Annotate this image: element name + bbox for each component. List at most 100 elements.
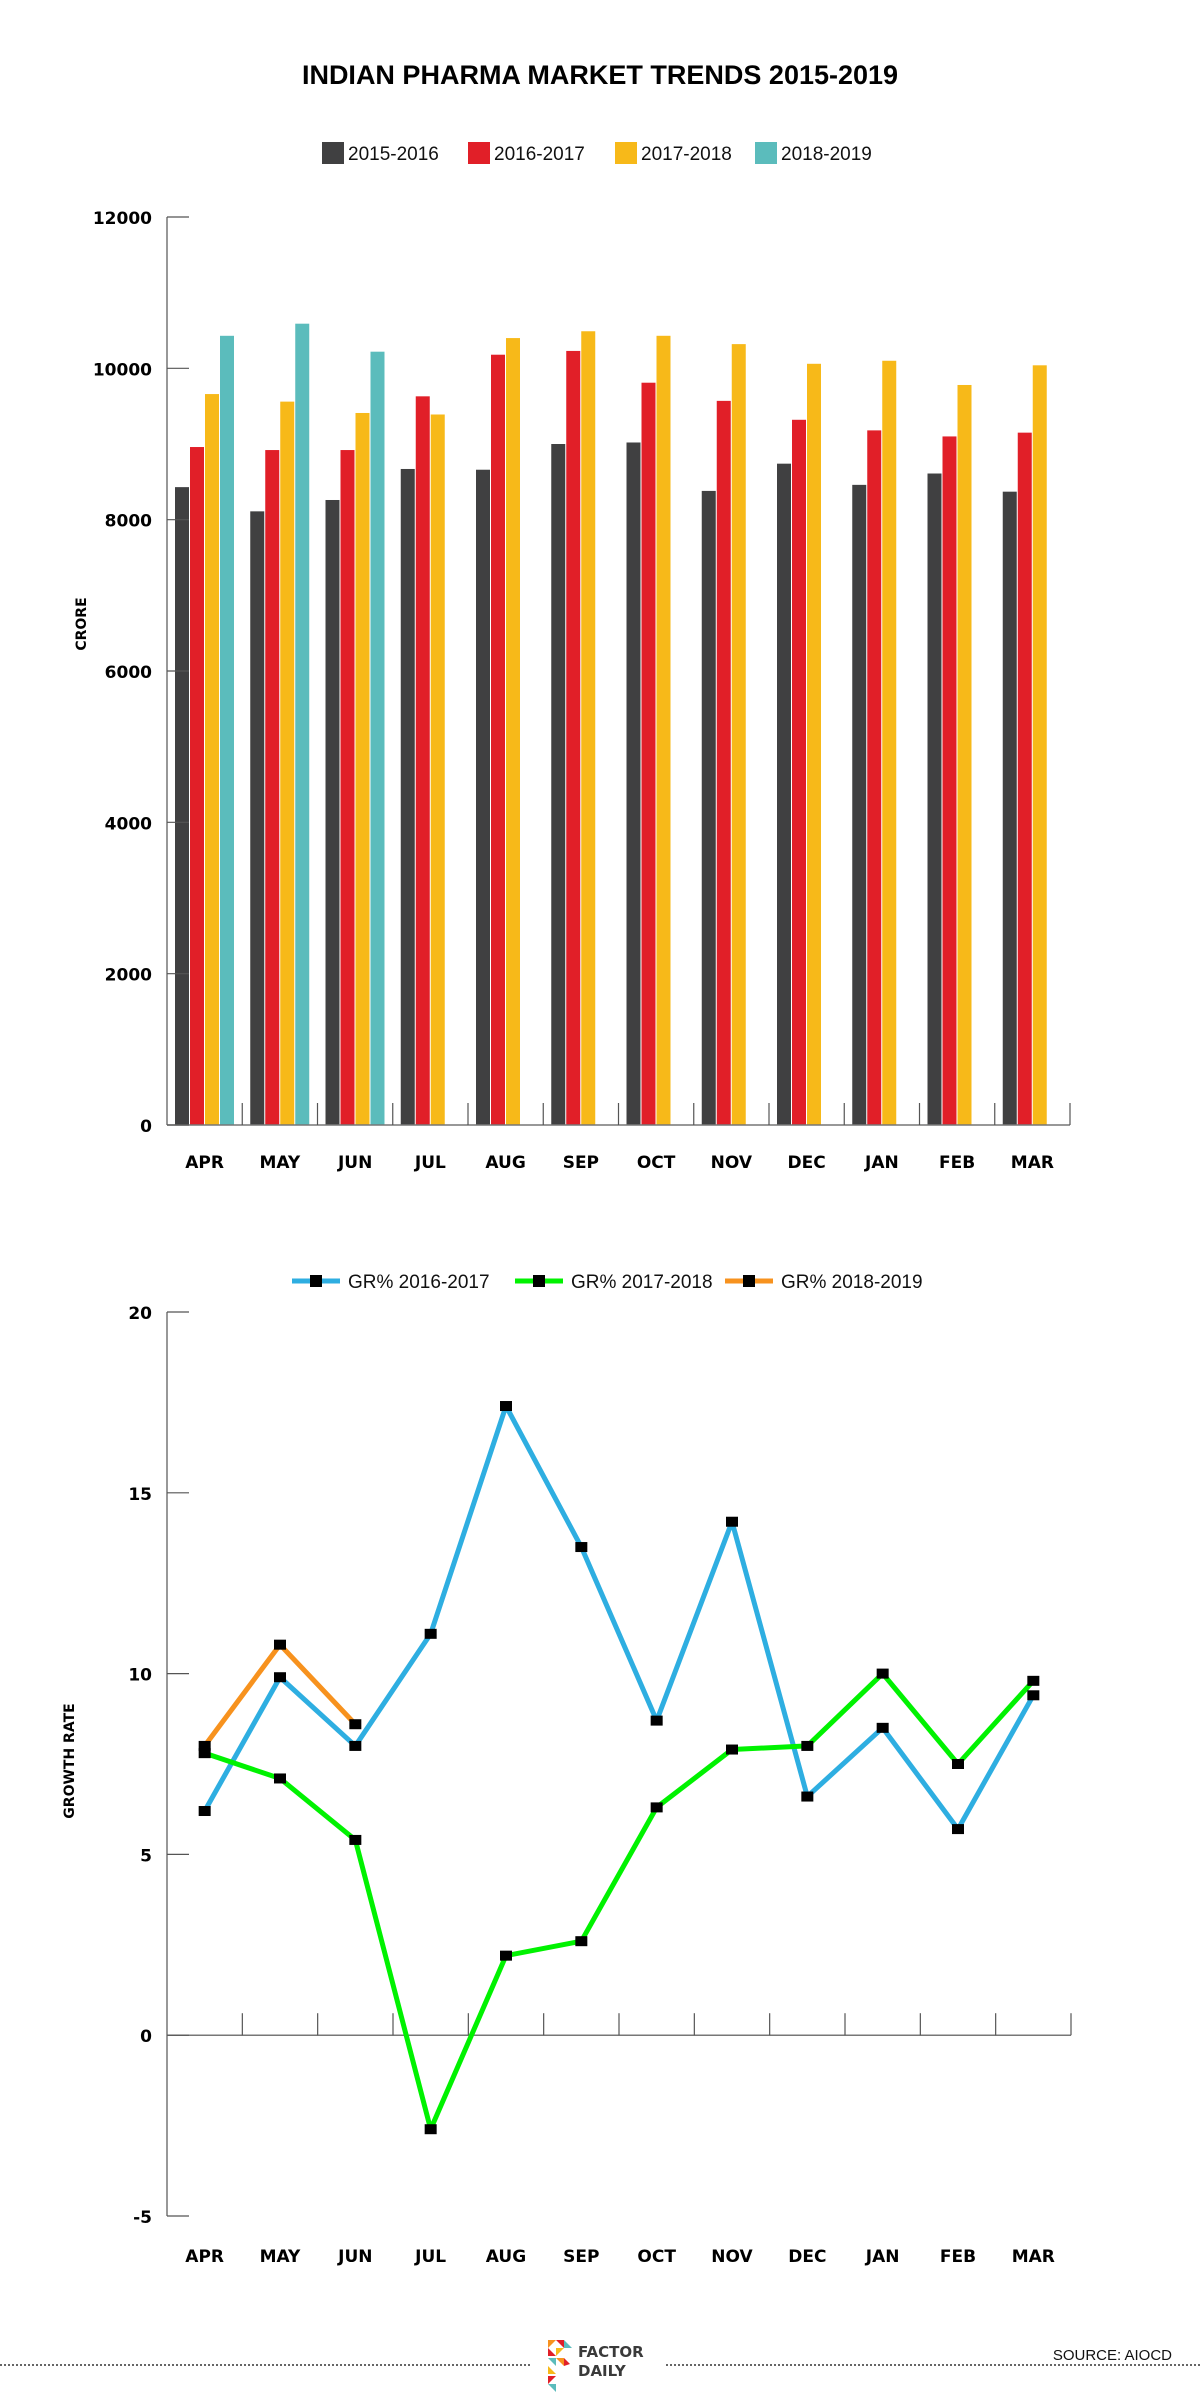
x-tick-label: JUL [414,1153,446,1173]
point-GR% 2016-2017-JUN [349,1740,362,1751]
x-tick-label: NOV [711,1153,753,1173]
legend-swatch-2018-2019 [755,142,777,164]
point-GR% 2018-2019-MAY [274,1639,286,1650]
x-tick-label: MAR [1011,1153,1054,1173]
bar-2016-2017-AUG [491,354,505,1125]
bar-2015-2016-MAY [250,511,265,1125]
x-tick-label: NOV [711,2247,753,2267]
x-tick-label: OCT [637,1153,676,1173]
series-line-GR% 2018-2019 [202,1642,358,1748]
bar-2016-2017-NOV [716,400,731,1125]
bar-2015-2016-SEP [551,444,566,1125]
x-tick-label: JUN [337,2247,372,2267]
y-tick-label: -5 [133,2208,152,2228]
legend-swatch-2017-2018 [615,142,637,164]
bar-2015-2016-APR [175,487,189,1125]
legend-marker-GR% 2018-2019 [743,1275,755,1287]
bar-2016-2017-MAY [265,450,280,1125]
bar-2015-2016-NOV [701,490,716,1125]
bar-2016-2017-DEC [792,419,806,1126]
x-tick-label: JAN [864,1153,899,1173]
bar-2016-2017-JAN [867,430,882,1125]
factor-daily-logo-icon [548,2340,572,2392]
point-GR% 2016-2017-DEC [801,1791,814,1802]
point-GR% 2017-2018-JUN [349,1834,362,1845]
legend-label-2018-2019: 2018-2019 [781,144,872,165]
x-tick-label: OCT [637,2247,676,2267]
x-tick-label: MAY [260,2247,301,2267]
bar-2015-2016-MAR [1002,491,1017,1125]
y-tick-label: 12000 [93,209,152,229]
bar-2015-2016-AUG [476,469,490,1125]
point-GR% 2016-2017-AUG [500,1401,512,1412]
bar-2015-2016-JAN [852,484,867,1125]
legend-label-GR% 2017-2018: GR% 2017-2018 [571,1272,713,1293]
point-GR% 2016-2017-JAN [876,1722,889,1733]
point-GR% 2016-2017-MAR [1027,1690,1040,1701]
bar-2016-2017-MAR [1017,432,1032,1125]
bar-chart: 2015-2016 2016-2017 2017-2018 2018-2019 0 200… [74,142,1071,1173]
x-tick-label: FEB [939,1153,975,1173]
bar-2016-2017-OCT [641,382,656,1126]
y-tick-label: 2000 [105,966,152,986]
x-tick-label: APR [185,2247,224,2267]
y-tick-label: 4000 [105,814,152,834]
bar-2016-2017-JUL [415,396,430,1126]
y-tick-label: 15 [128,1485,152,1505]
bar-2016-2017-APR [190,447,204,1125]
point-GR% 2017-2018-SEP [575,1936,588,1947]
legend-label-2016-2017: 2016-2017 [494,144,585,165]
point-GR% 2018-2019-APR [198,1740,211,1751]
y-tick-label: 5 [140,1846,152,1866]
y-tick-label: 0 [140,2027,152,2047]
bar-2017-2018-OCT [656,335,671,1126]
bar-2015-2016-FEB [927,473,942,1125]
y-tick-label: 10000 [93,360,152,380]
point-GR% 2016-2017-NOV [726,1516,738,1527]
legend-marker-GR% 2016-2017 [310,1275,322,1287]
bar-2016-2017-JUN [340,450,355,1125]
x-tick-label: DEC [788,2247,826,2267]
logo-text-daily: DAILY [578,2362,627,2380]
bar-2015-2016-JUN [325,499,340,1125]
point-GR% 2016-2017-SEP [575,1542,588,1553]
point-GR% 2017-2018-JUL [424,2124,437,2135]
legend-label-GR% 2016-2017: GR% 2016-2017 [348,1272,490,1293]
legend-marker-GR% 2017-2018 [533,1275,545,1287]
x-tick-label: AUG [485,1153,525,1173]
point-GR% 2016-2017-OCT [650,1715,663,1726]
bar-2017-2018-AUG [506,338,520,1126]
y-tick-label: 10 [128,1666,152,1686]
x-tick-label: AUG [486,2247,526,2267]
x-tick-label: APR [185,1153,224,1173]
line-chart: GR% 2016-2017 GR% 2017-2018 GR% 2018-2019 -… [62,1272,1072,2267]
legend-label-GR% 2018-2019: GR% 2018-2019 [781,1272,923,1293]
footer: FACTOR DAILY SOURCE: AIOCD [0,2340,1200,2392]
bar-2015-2016-DEC [777,463,791,1125]
bar-2017-2018-MAR [1032,365,1047,1126]
legend-label-2015-2016: 2015-2016 [348,144,439,165]
point-GR% 2017-2018-AUG [500,1950,512,1961]
bar-2017-2018-APR [205,394,219,1125]
bar-2016-2017-FEB [942,436,957,1125]
y-tick-label: 0 [140,1117,152,1137]
bar-2017-2018-SEP [581,331,596,1125]
point-GR% 2017-2018-MAR [1027,1675,1040,1686]
series-line-GR% 2016-2017 [202,1403,1036,1832]
y-axis-label: GROWTH RATE [62,1703,78,1818]
point-GR% 2017-2018-FEB [952,1759,964,1769]
legend-label-2017-2018: 2017-2018 [641,144,732,165]
x-tick-label: DEC [788,1153,826,1173]
y-tick-label: 8000 [105,512,152,532]
bar-2016-2017-SEP [566,350,581,1125]
x-tick-label: FEB [940,2247,976,2267]
y-tick-label: 6000 [105,663,152,683]
source-note: SOURCE: AIOCD [1053,2347,1172,2364]
series-line-GR% 2017-2018 [203,1671,1036,2132]
point-GR% 2017-2018-APR [198,1748,211,1759]
legend-swatch-2015-2016 [322,142,344,164]
logo-text-factor: FACTOR [578,2343,644,2361]
point-GR% 2016-2017-MAY [274,1672,286,1683]
point-GR% 2016-2017-FEB [952,1824,964,1835]
x-tick-label: JAN [865,2247,900,2267]
